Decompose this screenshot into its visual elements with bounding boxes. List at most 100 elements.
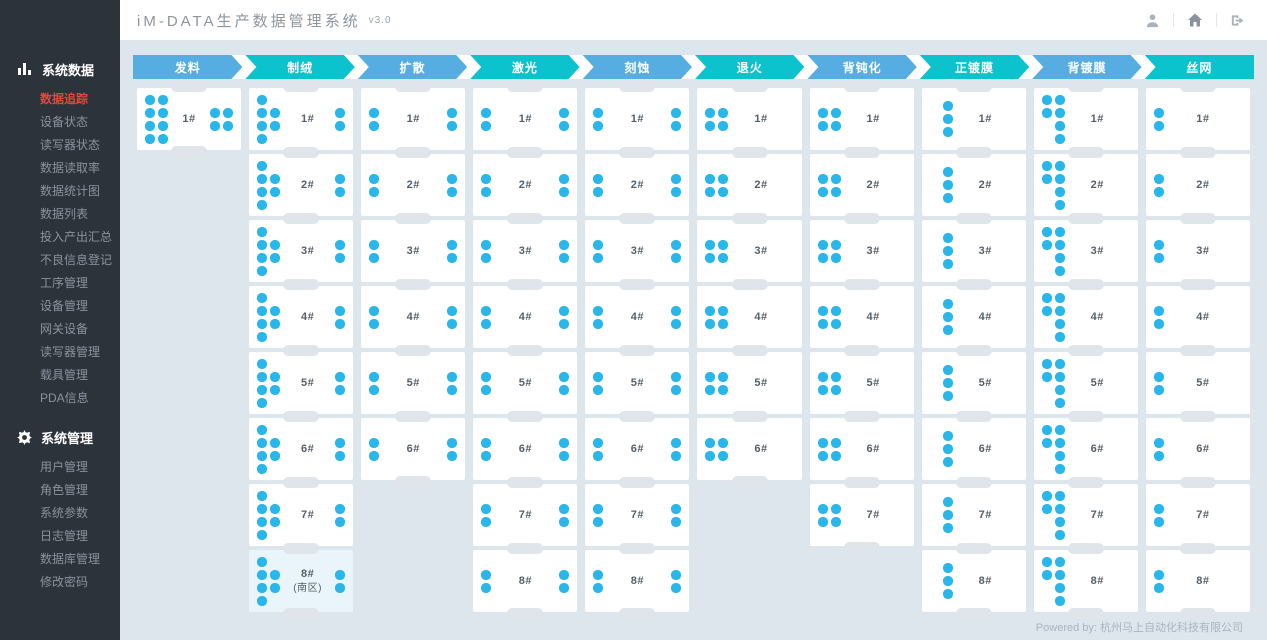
device-dot[interactable]: [447, 120, 458, 131]
device-dot[interactable]: [257, 120, 268, 131]
device-dot[interactable]: [671, 450, 682, 461]
device-dot[interactable]: [1153, 186, 1164, 197]
device-dot[interactable]: [1041, 94, 1052, 105]
device-dot[interactable]: [257, 318, 268, 329]
device-dot[interactable]: [1054, 199, 1065, 210]
machine-card[interactable]: 8#: [585, 550, 690, 612]
machine-card[interactable]: 2#: [921, 154, 1026, 216]
device-dot[interactable]: [830, 371, 841, 382]
device-dot[interactable]: [830, 516, 841, 527]
device-dot[interactable]: [1041, 107, 1052, 118]
device-dot[interactable]: [942, 523, 953, 533]
sidebar-item[interactable]: 投入产出汇总: [40, 230, 113, 244]
device-dot[interactable]: [1041, 173, 1052, 184]
device-dot[interactable]: [559, 503, 570, 514]
device-dot[interactable]: [942, 193, 953, 203]
device-dot[interactable]: [257, 503, 268, 514]
machine-card[interactable]: 5#: [473, 352, 578, 414]
device-dot[interactable]: [447, 371, 458, 382]
machine-card[interactable]: 4#: [1145, 286, 1250, 348]
machine-card[interactable]: 2#: [361, 154, 466, 216]
device-dot[interactable]: [718, 252, 729, 263]
machine-card[interactable]: 6#: [809, 418, 914, 480]
device-dot[interactable]: [671, 107, 682, 118]
device-dot[interactable]: [1153, 503, 1164, 514]
machine-card[interactable]: 6#: [921, 418, 1026, 480]
device-dot[interactable]: [830, 252, 841, 263]
device-dot[interactable]: [1041, 358, 1052, 369]
device-dot[interactable]: [447, 173, 458, 184]
machine-card[interactable]: 5#: [1033, 352, 1138, 414]
device-dot[interactable]: [830, 107, 841, 118]
sidebar-item[interactable]: 读写器状态: [40, 138, 101, 152]
device-dot[interactable]: [942, 444, 953, 454]
device-dot[interactable]: [942, 431, 953, 441]
device-dot[interactable]: [257, 424, 268, 435]
device-dot[interactable]: [1054, 331, 1065, 342]
device-dot[interactable]: [671, 239, 682, 250]
device-dot[interactable]: [369, 305, 380, 316]
device-dot[interactable]: [1054, 120, 1065, 131]
machine-card[interactable]: 7#: [1033, 484, 1138, 546]
device-dot[interactable]: [671, 120, 682, 131]
device-dot[interactable]: [1153, 318, 1164, 329]
machine-card[interactable]: 2#: [697, 154, 802, 216]
device-dot[interactable]: [1054, 292, 1065, 303]
sidebar-item[interactable]: 数据统计图: [40, 184, 101, 198]
machine-card[interactable]: 4#: [809, 286, 914, 348]
machine-card[interactable]: 5#: [697, 352, 802, 414]
device-dot[interactable]: [270, 318, 281, 329]
device-dot[interactable]: [257, 450, 268, 461]
device-dot[interactable]: [705, 173, 716, 184]
machine-card[interactable]: 5#: [361, 352, 466, 414]
device-dot[interactable]: [257, 556, 268, 567]
device-dot[interactable]: [1153, 569, 1164, 580]
device-dot[interactable]: [830, 305, 841, 316]
device-dot[interactable]: [210, 107, 221, 118]
machine-card[interactable]: 5#: [585, 352, 690, 414]
device-dot[interactable]: [1054, 318, 1065, 329]
machine-card[interactable]: 4#: [585, 286, 690, 348]
device-dot[interactable]: [270, 120, 281, 131]
device-dot[interactable]: [270, 239, 281, 250]
device-dot[interactable]: [718, 437, 729, 448]
machine-card[interactable]: 3#: [697, 220, 802, 282]
device-dot[interactable]: [447, 239, 458, 250]
device-dot[interactable]: [270, 173, 281, 184]
device-dot[interactable]: [481, 120, 492, 131]
machine-card[interactable]: 3#: [473, 220, 578, 282]
device-dot[interactable]: [335, 107, 346, 118]
device-dot[interactable]: [447, 107, 458, 118]
device-dot[interactable]: [270, 503, 281, 514]
device-dot[interactable]: [158, 107, 168, 118]
sidebar-item[interactable]: 数据库管理: [40, 552, 101, 566]
device-dot[interactable]: [270, 450, 281, 461]
machine-card[interactable]: 6#: [585, 418, 690, 480]
machine-card[interactable]: 2#: [585, 154, 690, 216]
device-dot[interactable]: [942, 167, 953, 177]
device-dot[interactable]: [257, 397, 268, 408]
device-dot[interactable]: [257, 582, 268, 593]
device-dot[interactable]: [223, 107, 234, 118]
device-dot[interactable]: [447, 384, 458, 395]
device-dot[interactable]: [335, 239, 346, 250]
device-dot[interactable]: [671, 384, 682, 395]
device-dot[interactable]: [1054, 252, 1065, 263]
device-dot[interactable]: [593, 371, 604, 382]
machine-card[interactable]: 6#: [1033, 418, 1138, 480]
machine-card[interactable]: 3#: [921, 220, 1026, 282]
device-dot[interactable]: [718, 450, 729, 461]
device-dot[interactable]: [1054, 595, 1065, 606]
device-dot[interactable]: [593, 239, 604, 250]
device-dot[interactable]: [942, 180, 953, 190]
device-dot[interactable]: [830, 186, 841, 197]
sidebar-item[interactable]: 角色管理: [40, 483, 89, 497]
machine-card[interactable]: 8#: [1033, 550, 1138, 612]
device-dot[interactable]: [718, 173, 729, 184]
device-dot[interactable]: [671, 516, 682, 527]
machine-card[interactable]: 7#: [809, 484, 914, 546]
device-dot[interactable]: [718, 120, 729, 131]
device-dot[interactable]: [335, 569, 346, 580]
device-dot[interactable]: [942, 497, 953, 507]
device-dot[interactable]: [1054, 384, 1065, 395]
